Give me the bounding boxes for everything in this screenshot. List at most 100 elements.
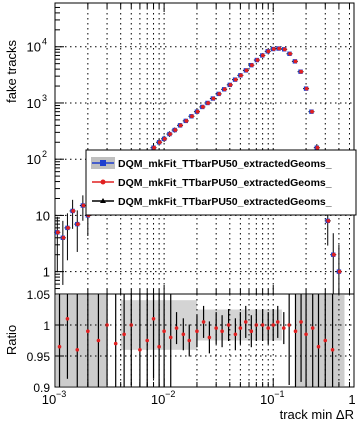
ratio-point xyxy=(105,323,109,327)
top-point-red xyxy=(190,114,194,119)
top-y-tick-label: 1 xyxy=(43,265,50,280)
ratio-point xyxy=(299,320,303,324)
ratio-y-tick-label: 1 xyxy=(43,319,50,333)
ratio-point xyxy=(86,329,90,334)
top-y-tick-label: 10 xyxy=(27,40,41,55)
ratio-point xyxy=(162,329,166,334)
top-point-red xyxy=(233,77,238,82)
ratio-point xyxy=(271,323,276,327)
ratio-point xyxy=(157,344,161,349)
top-point-red xyxy=(206,101,211,105)
top-point-red xyxy=(228,82,233,87)
legend-marker-square xyxy=(100,160,106,166)
ratio-point xyxy=(226,323,231,327)
ratio-band-segment xyxy=(295,295,345,386)
top-point-red xyxy=(255,58,260,62)
ratio-point xyxy=(145,338,150,343)
legend-entry-label: DQM_mkFit_TTbarPU50_extractedGeoms_ xyxy=(118,177,332,189)
top-point-red xyxy=(299,69,304,74)
ratio-point xyxy=(220,329,224,334)
top-point-red xyxy=(56,230,60,235)
legend-box xyxy=(85,149,357,216)
x-tick-label: 10 xyxy=(42,392,56,407)
top-point-red xyxy=(184,118,189,123)
top-point-red xyxy=(162,136,167,141)
x-tick-label: 10 xyxy=(151,392,165,407)
x-tick-labels: 10 −3 10 −2 10 −1 1 xyxy=(42,389,356,407)
top-y-tick-label: 10 xyxy=(27,96,41,111)
ratio-point xyxy=(249,329,254,334)
top-y-tick-exponent: 2 xyxy=(42,149,47,159)
ratio-point xyxy=(181,332,186,337)
x-tick-label: 1 xyxy=(348,392,355,407)
top-point-red xyxy=(217,91,222,96)
top-plot-frame xyxy=(54,2,355,295)
top-point-red xyxy=(66,225,70,230)
top-point-red xyxy=(239,73,243,78)
top-point-red xyxy=(201,105,205,109)
ratio-point xyxy=(330,348,335,352)
top-point-red xyxy=(71,209,76,213)
ratio-point xyxy=(266,326,271,330)
ratio-y-axis-label: Ratio xyxy=(4,325,19,355)
top-point-red xyxy=(260,53,265,58)
top-point-red xyxy=(152,145,157,150)
top-point-red xyxy=(293,59,298,64)
ratio-point xyxy=(243,320,248,324)
top-y-axis-label: fake tracks xyxy=(4,40,19,103)
ratio-point xyxy=(260,323,265,327)
ratio-series xyxy=(55,294,354,387)
top-point-red xyxy=(331,252,336,257)
x-tick-label: 10 xyxy=(260,392,274,407)
ratio-point xyxy=(138,348,142,352)
top-point-red xyxy=(266,49,271,54)
top-y-tick-label: 10 xyxy=(36,208,50,223)
top-point-red xyxy=(81,203,86,208)
ratio-point xyxy=(65,317,70,321)
legend-marker-circle xyxy=(100,179,106,185)
ratio-point xyxy=(214,326,218,330)
ratio-point xyxy=(201,320,206,324)
ratio-point xyxy=(310,326,315,330)
top-point-red xyxy=(168,132,172,136)
ratio-point xyxy=(174,326,179,330)
ratio-point xyxy=(57,344,62,349)
top-point-red xyxy=(282,47,287,52)
ratio-point xyxy=(168,335,173,340)
ratio-point xyxy=(281,326,286,330)
top-y-tick-exponent: 4 xyxy=(42,37,47,47)
top-point-red xyxy=(250,63,254,68)
top-point-red xyxy=(178,123,183,128)
ratio-y-tick-label: 0.95 xyxy=(27,350,51,364)
top-point-red xyxy=(326,218,331,223)
top-point-red xyxy=(195,109,200,114)
x-tick-exponent: −2 xyxy=(165,389,175,399)
top-y-tick-exponent: 3 xyxy=(42,93,47,103)
top-point-red xyxy=(222,87,227,92)
ratio-point xyxy=(293,329,298,334)
top-point-red xyxy=(310,109,314,114)
ratio-point xyxy=(113,341,118,346)
top-point-red xyxy=(315,145,320,150)
ratio-point xyxy=(75,348,80,352)
legend: DQM_mkFit_TTbarPU50_extractedGeoms_ DQM_m… xyxy=(85,149,357,216)
top-point-red xyxy=(157,140,162,145)
ratio-point xyxy=(316,344,321,349)
ratio-point xyxy=(187,338,192,343)
ratio-point xyxy=(195,329,199,334)
ratio-y-tick-label: 1.05 xyxy=(27,288,51,302)
x-axis-label: track min ΔR xyxy=(280,407,354,422)
top-point-red xyxy=(173,128,178,132)
top-point-red xyxy=(337,269,342,274)
top-y-tick-label: 10 xyxy=(27,152,41,167)
top-point-red xyxy=(277,46,282,51)
top-ticks xyxy=(54,2,350,294)
legend-entry-label: DQM_mkFit_TTbarPU50_extractedGeoms_ xyxy=(118,158,332,170)
ratio-point xyxy=(304,332,308,337)
top-point-red xyxy=(304,86,309,91)
top-point-red xyxy=(288,51,293,56)
